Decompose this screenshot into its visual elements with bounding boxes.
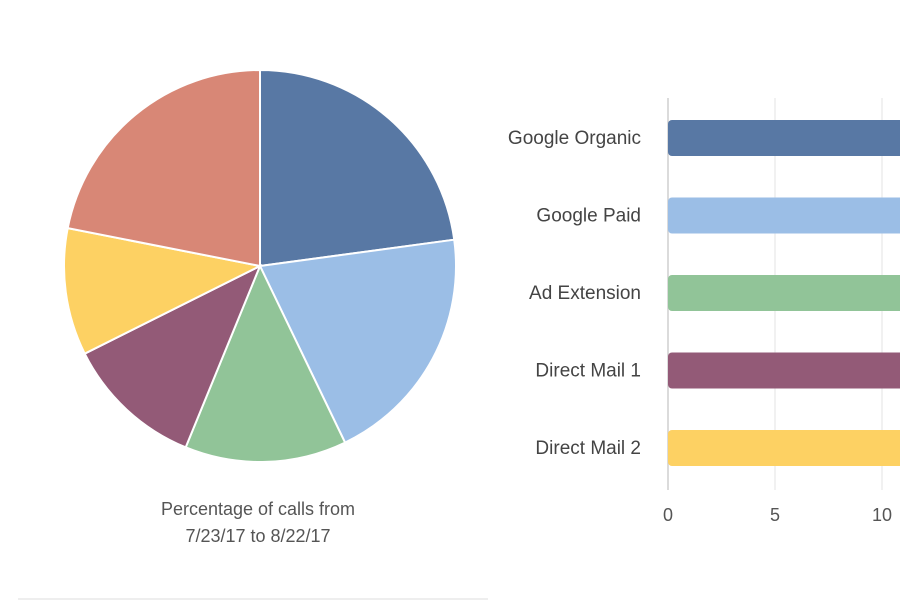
pie-slice-google-paid — [258, 238, 457, 444]
x-tick-label: 0 — [663, 505, 673, 525]
category-label: Ad Extension — [529, 283, 641, 304]
pie-chart — [63, 68, 457, 463]
bar-series — [668, 120, 900, 466]
x-tick-label: 10 — [872, 505, 892, 525]
category-label: Google Paid — [536, 206, 641, 227]
bar-direct-mail-2 — [668, 430, 900, 466]
pie-caption-line1: Percentage of calls from — [160, 499, 356, 519]
pie-slice-google-organic — [259, 68, 456, 268]
category-label: Direct Mail 1 — [535, 361, 641, 382]
pie-slice-other — [66, 68, 261, 268]
bar-tick-labels: 0 5 10 — [663, 505, 892, 525]
bar-category-labels: Google Organic Google Paid Ad Extension Dir… — [508, 128, 641, 459]
category-label: Google Organic — [508, 128, 641, 149]
bar-chart: Google Organic Google Paid Ad Extension Dir… — [508, 98, 900, 525]
bar-google-paid — [668, 197, 900, 234]
pie-caption: Percentage of calls from 7/23/17 to 8/22… — [118, 496, 398, 550]
divider — [18, 598, 488, 600]
x-tick-label: 5 — [770, 505, 780, 525]
pie-slice-direct-mail-1 — [83, 263, 262, 449]
bar-direct-mail-1 — [668, 352, 900, 389]
pie-slice-direct-mail-2 — [63, 226, 264, 356]
category-label: Direct Mail 2 — [535, 438, 641, 459]
pie-slice-ad-extension — [184, 263, 347, 463]
bar-google-organic — [668, 120, 900, 156]
pie-caption-line2: 7/23/17 to 8/22/17 — [185, 526, 331, 546]
bar-ad-extension — [668, 275, 900, 311]
